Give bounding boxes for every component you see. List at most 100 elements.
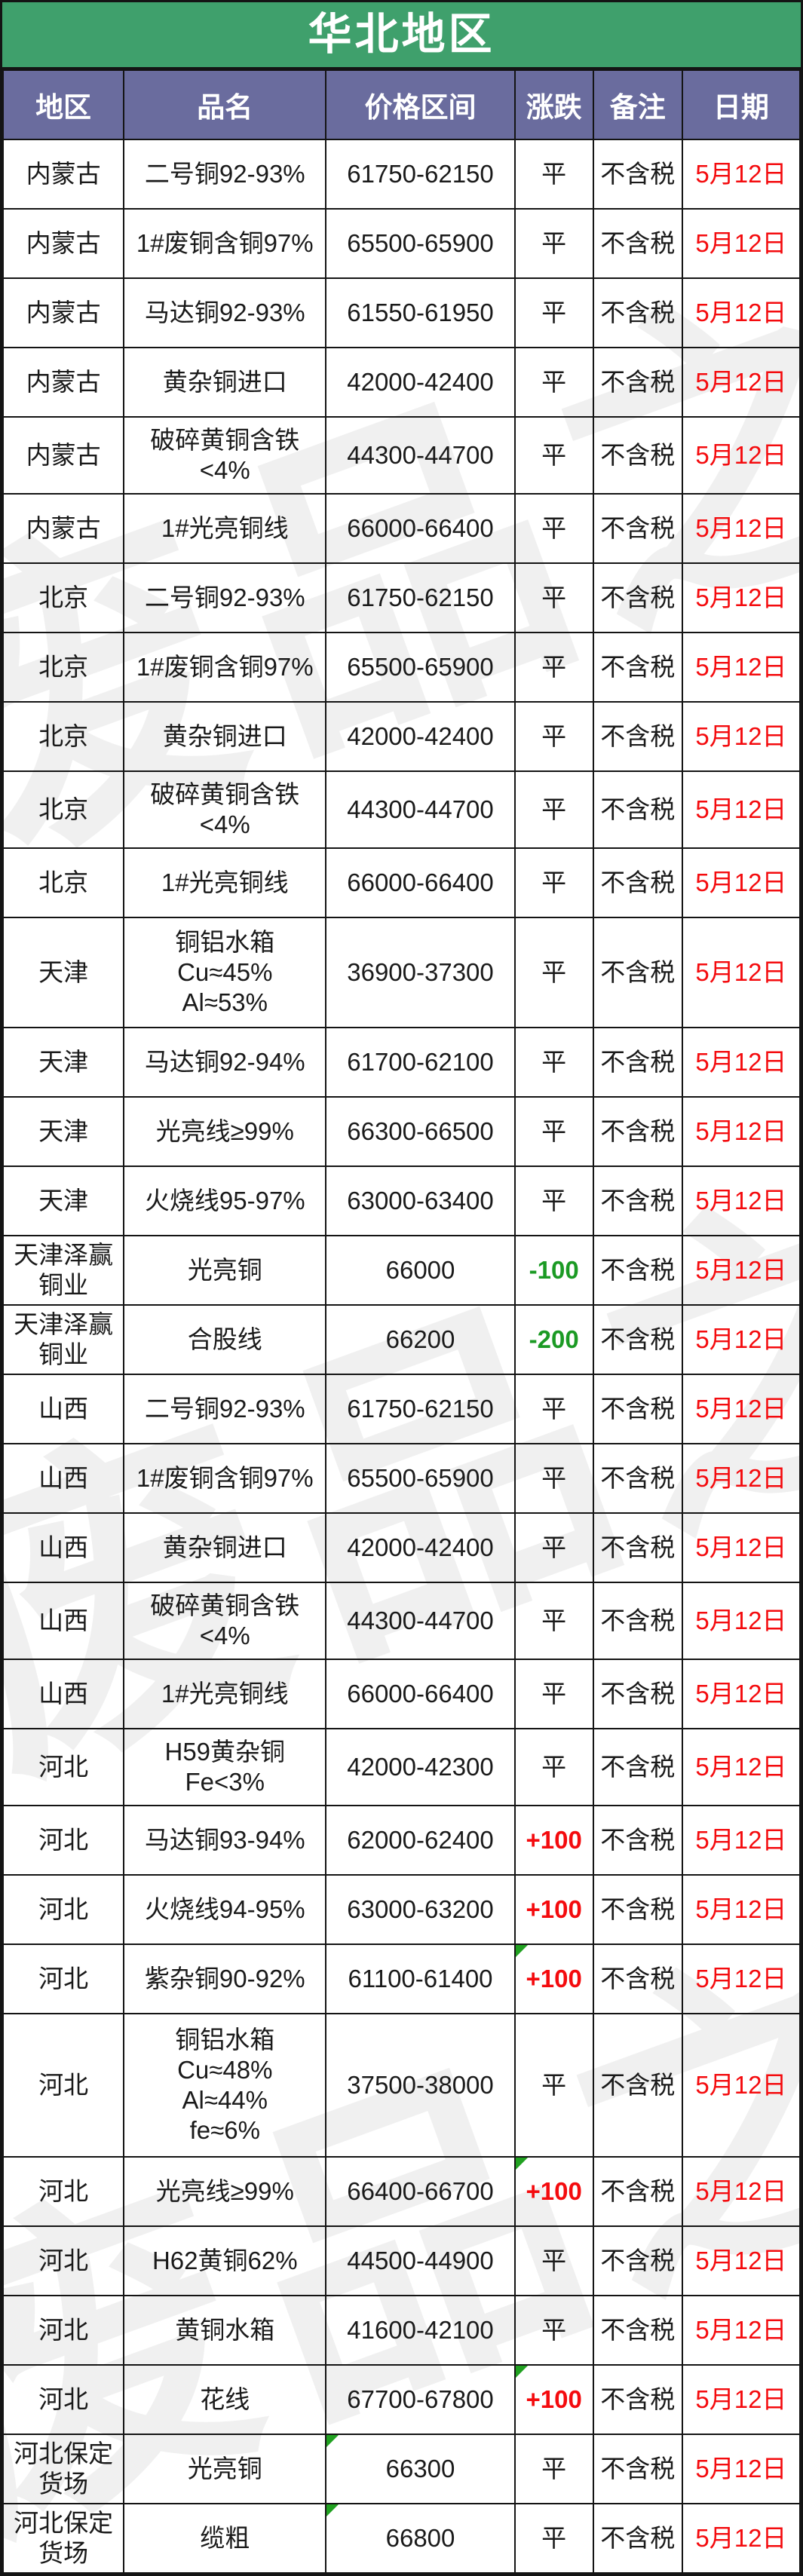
region-cell: 内蒙古 — [2, 347, 125, 418]
column-header: 价格区间 — [325, 69, 516, 140]
change-cell: 平 — [513, 1096, 594, 1167]
change-cell: 平 — [513, 632, 594, 703]
price-range-cell: 42000-42400 — [325, 701, 516, 772]
product-cell: 1#光亮铜线 — [123, 1659, 327, 1729]
price-range-cell: 65500-65900 — [325, 632, 516, 703]
table-row: 内蒙古 马达铜92-93% 61550-61950 平 不含税 5月12日 — [2, 277, 801, 348]
note-cell: 不含税 — [592, 2013, 683, 2158]
note-cell: 不含税 — [592, 1374, 683, 1444]
note-cell: 不含税 — [592, 277, 683, 348]
change-cell: 平 — [513, 2503, 594, 2574]
region-cell: 内蒙古 — [2, 277, 125, 348]
product-cell: 黄杂铜进口 — [123, 347, 327, 418]
note-cell: 不含税 — [592, 1304, 683, 1375]
date-cell: 5月12日 — [681, 1582, 801, 1660]
price-range-cell: 66400-66700 — [325, 2156, 516, 2227]
note-cell: 不含税 — [592, 770, 683, 849]
note-cell: 不含税 — [592, 632, 683, 703]
region-cell: 北京 — [2, 770, 125, 849]
region-cell: 山西 — [2, 1582, 125, 1660]
change-cell: 平 — [513, 1582, 594, 1660]
note-cell: 不含税 — [592, 1235, 683, 1306]
date-cell: 5月12日 — [681, 1374, 801, 1444]
note-cell: 不含税 — [592, 493, 683, 564]
table-row: 山西 二号铜92-93% 61750-62150 平 不含税 5月12日 — [2, 1374, 801, 1444]
price-range-cell: 61100-61400 — [325, 1943, 516, 2014]
table-row: 北京 二号铜92-93% 61750-62150 平 不含税 5月12日 — [2, 562, 801, 633]
date-cell: 5月12日 — [681, 347, 801, 418]
table-row: 北京 黄杂铜进口 42000-42400 平 不含税 5月12日 — [2, 701, 801, 772]
table-row: 内蒙古 黄杂铜进口 42000-42400 平 不含税 5月12日 — [2, 347, 801, 418]
price-range-cell: 42000-42400 — [325, 1512, 516, 1583]
table-row: 河北 铜铝水箱 Cu≈48% Al≈44% fe≈6% 37500-38000 … — [2, 2013, 801, 2158]
price-range-cell: 66000-66400 — [325, 493, 516, 564]
date-cell: 5月12日 — [681, 277, 801, 348]
region-cell: 河北 — [2, 2156, 125, 2227]
price-range-cell: 61750-62150 — [325, 139, 516, 210]
region-cell: 内蒙古 — [2, 416, 125, 495]
region-cell: 北京 — [2, 847, 125, 918]
change-cell: 平 — [513, 562, 594, 633]
product-cell: 光亮铜 — [123, 1235, 327, 1306]
price-range-cell: 44300-44700 — [325, 416, 516, 495]
price-range-cell: 66200 — [325, 1304, 516, 1375]
price-range-cell: 42000-42300 — [325, 1728, 516, 1806]
date-cell: 5月12日 — [681, 1728, 801, 1806]
note-cell: 不含税 — [592, 1165, 683, 1236]
table-row: 天津泽赢 铜业 光亮铜 66000 -100 不含税 5月12日 — [2, 1235, 801, 1306]
product-cell: 二号铜92-93% — [123, 139, 327, 210]
product-cell: 花线 — [123, 2364, 327, 2435]
date-cell: 5月12日 — [681, 1165, 801, 1236]
note-cell: 不含税 — [592, 2156, 683, 2227]
note-cell: 不含税 — [592, 1943, 683, 2014]
column-header: 备注 — [592, 69, 683, 140]
product-cell: 紫杂铜90-92% — [123, 1943, 327, 2014]
price-range-cell: 37500-38000 — [325, 2013, 516, 2158]
page-title: 华北地区 — [2, 2, 801, 69]
change-cell: 平 — [513, 208, 594, 279]
table-row: 河北 花线 67700-67800 +100 不含税 5月12日 — [2, 2364, 801, 2435]
table-row: 北京 1#废铜含铜97% 65500-65900 平 不含税 5月12日 — [2, 632, 801, 703]
note-cell: 不含税 — [592, 2503, 683, 2574]
note-cell: 不含税 — [592, 2295, 683, 2366]
region-cell: 山西 — [2, 1374, 125, 1444]
price-table: 地区 品名 价格区间 涨跌 备注 日期 内蒙古 二号铜92-93% 61750-62150… — [2, 69, 801, 2574]
region-cell: 天津 — [2, 1096, 125, 1167]
region-cell: 北京 — [2, 701, 125, 772]
change-cell: 平 — [513, 770, 594, 849]
product-cell: 二号铜92-93% — [123, 562, 327, 633]
note-cell: 不含税 — [592, 416, 683, 495]
change-cell: 平 — [513, 416, 594, 495]
change-cell: +100 — [513, 1874, 594, 1945]
table-row: 天津 铜铝水箱 Cu≈45% Al≈53% 36900-37300 平 不含税 … — [2, 917, 801, 1028]
change-cell: 平 — [513, 1027, 594, 1098]
date-cell: 5月12日 — [681, 493, 801, 564]
change-cell: 平 — [513, 1728, 594, 1806]
table-row: 天津泽赢 铜业 合股线 66200 -200 不含税 5月12日 — [2, 1304, 801, 1375]
table-row: 山西 黄杂铜进口 42000-42400 平 不含税 5月12日 — [2, 1512, 801, 1583]
date-cell: 5月12日 — [681, 2295, 801, 2366]
date-cell: 5月12日 — [681, 2013, 801, 2158]
table-row: 河北 马达铜93-94% 62000-62400 +100 不含税 5月12日 — [2, 1805, 801, 1876]
date-cell: 5月12日 — [681, 139, 801, 210]
column-header: 涨跌 — [513, 69, 594, 140]
date-cell: 5月12日 — [681, 416, 801, 495]
note-cell: 不含税 — [592, 1096, 683, 1167]
table-row: 北京 1#光亮铜线 66000-66400 平 不含税 5月12日 — [2, 847, 801, 918]
product-cell: 马达铜92-94% — [123, 1027, 327, 1098]
region-cell: 河北 — [2, 1874, 125, 1945]
change-cell: 平 — [513, 2013, 594, 2158]
price-range-cell: 63000-63400 — [325, 1165, 516, 1236]
date-cell: 5月12日 — [681, 1512, 801, 1583]
date-cell: 5月12日 — [681, 1443, 801, 1514]
product-cell: 1#光亮铜线 — [123, 493, 327, 564]
price-range-cell: 44500-44900 — [325, 2225, 516, 2296]
region-cell: 北京 — [2, 632, 125, 703]
table-row: 内蒙古 二号铜92-93% 61750-62150 平 不含税 5月12日 — [2, 139, 801, 210]
note-cell: 不含税 — [592, 1728, 683, 1806]
product-cell: 1#废铜含铜97% — [123, 208, 327, 279]
region-cell: 天津 — [2, 917, 125, 1028]
change-cell: +100 — [513, 2156, 594, 2227]
table-row: 内蒙古 破碎黄铜含铁 <4% 44300-44700 平 不含税 5月12日 — [2, 416, 801, 495]
price-range-cell: 41600-42100 — [325, 2295, 516, 2366]
